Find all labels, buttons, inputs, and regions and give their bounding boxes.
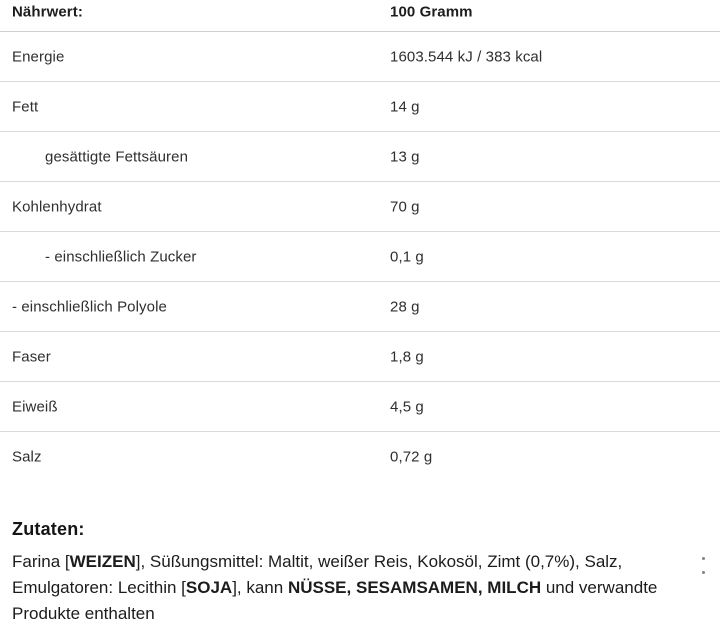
ingredients-heading: Zutaten:	[12, 519, 85, 539]
table-row: - einschließlich Zucker 0,1 g	[0, 232, 720, 282]
nutrient-value: 0,1 g	[390, 248, 424, 265]
nutrient-label: Kohlenhydrat	[12, 198, 102, 215]
nutrient-value: 28 g	[390, 298, 420, 315]
ingredients-text: Farina [WEIZEN], Süßungsmittel: Maltit, …	[12, 549, 677, 624]
nutrition-table: Nährwert: 100 Gramm Energie 1603.544 kJ /…	[0, 0, 720, 482]
ingredients-line: Produkte enthalten	[12, 604, 155, 623]
ingredients-line: Emulgatoren: Lecithin [SOJA], kann NÜSSE…	[12, 578, 658, 597]
table-row: Energie 1603.544 kJ / 383 kcal	[0, 32, 720, 82]
ingredients-section: Zutaten: Farina [WEIZEN], Süßungsmittel:…	[12, 519, 677, 624]
nutrient-value: 0,72 g	[390, 448, 433, 466]
nutrient-value: 1603.544 kJ / 383 kcal	[390, 48, 543, 65]
ingredients-line: Farina [WEIZEN], Süßungsmittel: Maltit, …	[12, 552, 623, 571]
nutrition-table-body: Energie 1603.544 kJ / 383 kcal Fett 14 g ges…	[0, 32, 720, 482]
nutrient-label: Fett	[12, 98, 39, 115]
table-row: Eiweiß 4,5 g	[0, 382, 720, 432]
nutrient-value: 14 g	[390, 98, 420, 115]
nutrient-value: 1,8 g	[390, 348, 424, 365]
nutrient-label: gesättigte Fettsäuren	[45, 148, 189, 165]
nutrient-label: - einschließlich Polyole	[12, 298, 167, 315]
table-row: Fett 14 g	[0, 82, 720, 132]
nutrient-value: 70 g	[390, 198, 420, 215]
nutrient-label: Faser	[12, 348, 51, 365]
nutrient-label: Salz	[12, 448, 42, 466]
nutrient-label: Eiweiß	[12, 398, 58, 415]
nutrient-value: 4,5 g	[390, 398, 424, 415]
table-row: Salz 0,72 g	[0, 432, 720, 482]
table-row: gesättigte Fettsäuren 13 g	[0, 132, 720, 182]
nutrient-label: - einschließlich Zucker	[45, 248, 197, 265]
vertical-dots-icon	[702, 557, 705, 560]
table-row: - einschließlich Polyole 28 g	[0, 282, 720, 332]
table-header-row: Nährwert: 100 Gramm	[0, 0, 720, 32]
table-header-label: Nährwert:	[12, 3, 83, 21]
table-header-value: 100 Gramm	[390, 3, 473, 21]
table-row: Kohlenhydrat 70 g	[0, 182, 720, 232]
table-row: Faser 1,8 g	[0, 332, 720, 382]
nutrient-value: 13 g	[390, 148, 420, 165]
nutrient-label: Energie	[12, 48, 65, 65]
